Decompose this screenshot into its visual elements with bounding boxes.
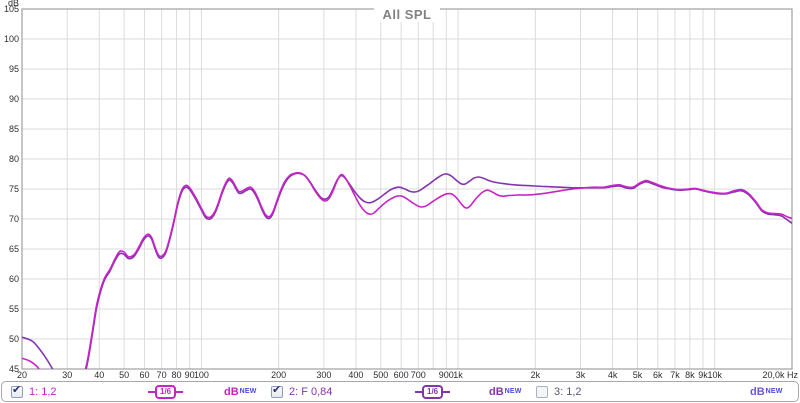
series-2-label[interactable]: 2: F 0,84 [289,385,333,398]
x-tick-label: 900 [439,370,454,380]
x-tick-label: 90 [185,370,195,380]
y-tick-label: 60 [9,274,19,284]
db-label: dB [224,385,239,398]
x-tick-label: 50 [119,370,129,380]
y-tick-label: 90 [9,94,19,104]
frequency-curve-2 [22,336,54,369]
x-tick-label: 100 [194,370,209,380]
db-axis-button-3[interactable]: dB NEW [750,386,783,398]
chart-background [0,0,800,381]
x-tick-label: 10k [707,370,722,380]
new-badge: NEW [765,388,783,395]
series-3-label[interactable]: 3: 1,2 [554,385,582,398]
legend-entry-2: ✔ 2: F 0,84 [271,383,333,398]
smoothing-dash-right [176,390,184,393]
smoothing-fraction-icon: 1/6 [155,384,177,399]
legend-entry-1: ✔ 1: 1,2 [11,383,57,398]
y-tick-label: 65 [9,244,19,254]
x-tick-label: 70 [157,370,167,380]
y-tick-label: 85 [9,124,19,134]
x-tick-label: 5k [633,370,643,380]
smoothing-fraction-icon: 1/6 [422,384,444,399]
x-tick-label: 200 [271,370,286,380]
db-label: dB [750,385,765,398]
y-tick-label: 70 [9,214,19,224]
x-tick-label: 20,0k Hz [762,370,798,380]
x-tick-label: 80 [172,370,182,380]
smoothing-badge-1[interactable]: 1/6 [148,384,184,399]
smoothing-dash-left [415,390,422,393]
series-2-checkbox[interactable]: ✔ [271,383,283,398]
x-tick-label: 6k [653,370,663,380]
smoothing-dash-left [148,390,155,393]
x-tick-label: 60 [139,370,149,380]
new-badge: NEW [504,388,522,395]
smoothing-badge-2[interactable]: 1/6 [415,384,451,399]
x-tick-label: 30 [62,370,72,380]
y-tick-label: 75 [9,184,19,194]
y-axis-unit-label: dB [8,0,19,8]
db-axis-button-1[interactable]: dB NEW [224,386,257,398]
y-tick-label: 50 [9,334,19,344]
checkmark-icon: ✔ [272,383,282,396]
series-1-label[interactable]: 1: 1,2 [29,385,57,398]
smoothing-dash-right [443,390,451,393]
frequency-curve-1 [84,171,792,369]
x-tick-label: 2k [531,370,541,380]
x-tick-label: 4k [608,370,618,380]
x-tick-label: 300 [316,370,331,380]
x-tick-label: 40 [94,370,104,380]
x-tick-label: 20 [17,370,27,380]
x-tick-label: 700 [411,370,426,380]
y-tick-label: 100 [4,34,19,44]
x-tick-label: 8k [685,370,695,380]
legend-bar: ✔ 1: 1,2 1/6 dB NEW ✔ 2: F 0,84 1/6 dB NEW [1,381,799,402]
x-tick-label: 3k [576,370,586,380]
y-tick-label: 55 [9,304,19,314]
x-tick-label: 600 [394,370,409,380]
y-tick-label: 45 [9,364,19,374]
x-tick-label: 1k [453,370,463,380]
y-tick-label: 105 [4,4,19,14]
plot-area[interactable]: 105 100 95 90 85 80 75 70 65 60 55 50 45 dB 20 30 40 50 60… [0,0,800,381]
x-tick-label: 500 [373,370,388,380]
series-3-checkbox[interactable]: ✔ [536,385,548,398]
db-label: dB [489,385,504,398]
db-axis-button-2[interactable]: dB NEW [489,386,522,398]
x-tick-label: 7k [670,370,680,380]
new-badge: NEW [239,388,257,395]
x-tick-label: 9k [698,370,708,380]
x-tick-label: 400 [348,370,363,380]
y-tick-label: 95 [9,64,19,74]
series-1-checkbox[interactable]: ✔ [11,383,23,398]
legend-entry-3: ✔ 3: 1,2 [536,385,582,398]
checkmark-icon: ✔ [12,383,22,396]
frequency-curve-1 [22,357,40,369]
y-tick-label: 80 [9,154,19,164]
